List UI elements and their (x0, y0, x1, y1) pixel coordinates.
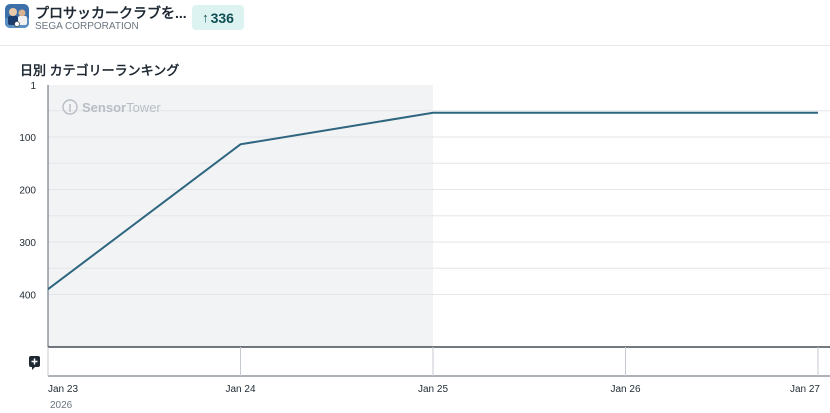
x-tick-label: Jan 27 (790, 384, 820, 395)
x-axis-labels: Jan 23 Jan 24 Jan 25 Jan 26 Jan 27 2026 (48, 384, 820, 411)
app-publisher: SEGA CORPORATION (35, 21, 139, 32)
series-line[interactable] (47, 111, 818, 290)
y-tick-label: 200 (19, 185, 36, 196)
axes (47, 85, 830, 377)
y-tick-label: 1 (30, 81, 36, 92)
y-tick-label: 400 (19, 290, 36, 301)
y-tick-label: 300 (19, 238, 36, 249)
sensor-tower-logo-icon (62, 99, 78, 115)
arrow-up-icon: ↑ (202, 10, 209, 25)
rank-change-badge: ↑ 336 (192, 5, 244, 30)
annotation-add-icon[interactable] (29, 356, 40, 370)
x-tick-label: Jan 23 (48, 384, 78, 395)
y-axis-labels: 1 100 200 300 400 (19, 81, 36, 301)
app-header: プロサッカークラブを... SEGA CORPORATION ↑ 336 (0, 0, 830, 46)
app-title[interactable]: プロサッカークラブを... (35, 5, 187, 21)
watermark-text: SensorTower (82, 100, 161, 115)
watermark: SensorTower (62, 99, 161, 115)
x-year-label: 2026 (50, 400, 73, 411)
app-icon[interactable] (5, 4, 29, 28)
rank-change-value: 336 (210, 9, 234, 26)
x-tick-label: Jan 24 (225, 384, 255, 395)
chart-title: 日別 カテゴリーランキング (20, 63, 180, 78)
y-tick-label: 100 (19, 133, 36, 144)
x-tick-label: Jan 26 (610, 384, 640, 395)
grid-lines (48, 110, 830, 295)
x-tick-label: Jan 25 (418, 384, 448, 395)
